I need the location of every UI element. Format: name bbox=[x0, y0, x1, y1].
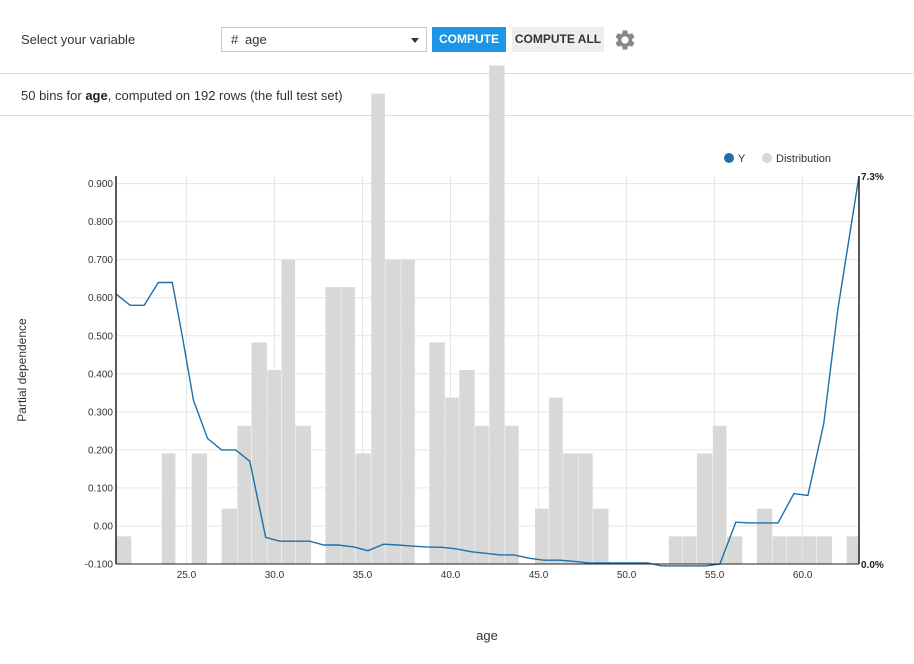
distribution-bar bbox=[371, 93, 385, 564]
distribution-bar bbox=[786, 536, 803, 564]
y-tick-label: 0.600 bbox=[88, 293, 113, 304]
distribution-bar bbox=[668, 536, 683, 564]
distribution-bar bbox=[267, 370, 282, 564]
summary-text: 50 bins for age, computed on 192 rows (t… bbox=[21, 88, 343, 103]
chevron-down-icon bbox=[411, 38, 419, 43]
distribution-bar bbox=[772, 536, 787, 564]
legend-item-distribution[interactable]: Distribution bbox=[762, 153, 831, 165]
y-tick-label: 0.900 bbox=[88, 179, 113, 190]
distribution-bar bbox=[802, 536, 817, 564]
x-tick-label: 30.0 bbox=[265, 570, 285, 581]
summary-variable: age bbox=[85, 88, 108, 103]
distribution-bar bbox=[429, 342, 445, 564]
y-series-line bbox=[115, 175, 860, 567]
distribution-bar bbox=[816, 536, 833, 564]
legend-y-swatch bbox=[724, 153, 734, 163]
distribution-bar bbox=[281, 259, 296, 564]
summary-bar: 50 bins for age, computed on 192 rows (t… bbox=[0, 74, 914, 116]
y2-tick-label: 7.3% bbox=[861, 172, 884, 183]
distribution-bar bbox=[237, 425, 252, 564]
distribution-bar bbox=[535, 508, 549, 564]
distribution-bar bbox=[385, 259, 401, 564]
x-tick-label: 60.0 bbox=[793, 570, 813, 581]
distribution-bar bbox=[221, 508, 237, 564]
summary-suffix: , computed on 192 rows (the full test se… bbox=[107, 88, 343, 103]
y-tick-label: 0.200 bbox=[88, 445, 113, 456]
distribution-bar bbox=[563, 453, 579, 564]
distribution-bar bbox=[697, 453, 713, 564]
distribution-bar bbox=[593, 508, 609, 564]
x-tick-label: 25.0 bbox=[177, 570, 197, 581]
toolbar: Select your variable # age COMPUTE COMPU… bbox=[0, 0, 914, 74]
x-axis-title: age bbox=[476, 628, 498, 643]
y-tick-label: -0.100 bbox=[85, 560, 114, 571]
distribution-bar bbox=[191, 453, 208, 564]
numeric-type-icon: # bbox=[231, 32, 239, 47]
legend-y-label: Y bbox=[738, 153, 746, 165]
distribution-bar bbox=[489, 65, 505, 564]
distribution-bar bbox=[475, 425, 489, 564]
distribution-bar bbox=[459, 370, 475, 564]
y2-tick-label: 0.0% bbox=[861, 560, 884, 571]
distribution-bar bbox=[505, 425, 519, 564]
select-variable-label: Select your variable bbox=[21, 32, 136, 47]
variable-select-value: age bbox=[245, 32, 267, 47]
distribution-bar bbox=[682, 536, 697, 564]
legend-item-y[interactable]: Y bbox=[724, 153, 745, 165]
distribution-bar bbox=[549, 397, 563, 564]
summary-prefix: 50 bins for bbox=[21, 88, 82, 103]
y-tick-label: 0.500 bbox=[88, 331, 113, 342]
distribution-bar bbox=[161, 453, 176, 564]
legend-distribution-label: Distribution bbox=[776, 153, 832, 165]
distribution-bar bbox=[846, 536, 859, 564]
x-tick-label: 50.0 bbox=[617, 570, 637, 581]
y-tick-label: 0.700 bbox=[88, 255, 113, 266]
legend-distribution-swatch bbox=[762, 153, 772, 163]
distribution-bar bbox=[116, 536, 132, 564]
y-tick-label: 0.300 bbox=[88, 407, 113, 418]
y-tick-label: 0.800 bbox=[88, 217, 113, 228]
distribution-bar bbox=[251, 342, 267, 564]
distribution-bar bbox=[341, 287, 355, 564]
x-tick-label: 35.0 bbox=[353, 570, 373, 581]
distribution-bar bbox=[325, 287, 341, 564]
y-tick-label: 0.100 bbox=[88, 483, 113, 494]
variable-select[interactable]: # age bbox=[221, 27, 427, 52]
x-tick-label: 40.0 bbox=[441, 570, 461, 581]
compute-button[interactable]: COMPUTE bbox=[432, 27, 506, 52]
gear-icon[interactable] bbox=[613, 28, 637, 52]
distribution-bar bbox=[712, 425, 727, 564]
distribution-bar bbox=[756, 508, 773, 564]
compute-all-button[interactable]: COMPUTE ALL bbox=[512, 27, 604, 52]
y-tick-label: 0.400 bbox=[88, 369, 113, 380]
distribution-bar bbox=[355, 453, 371, 564]
distribution-bar bbox=[445, 397, 459, 564]
distribution-bar bbox=[295, 425, 311, 564]
distribution-bar bbox=[579, 453, 593, 564]
x-tick-label: 45.0 bbox=[529, 570, 549, 581]
x-tick-label: 55.0 bbox=[705, 570, 725, 581]
distribution-bar bbox=[726, 536, 743, 564]
distribution-bar bbox=[401, 259, 415, 564]
y-tick-label: 0.00 bbox=[94, 521, 114, 532]
